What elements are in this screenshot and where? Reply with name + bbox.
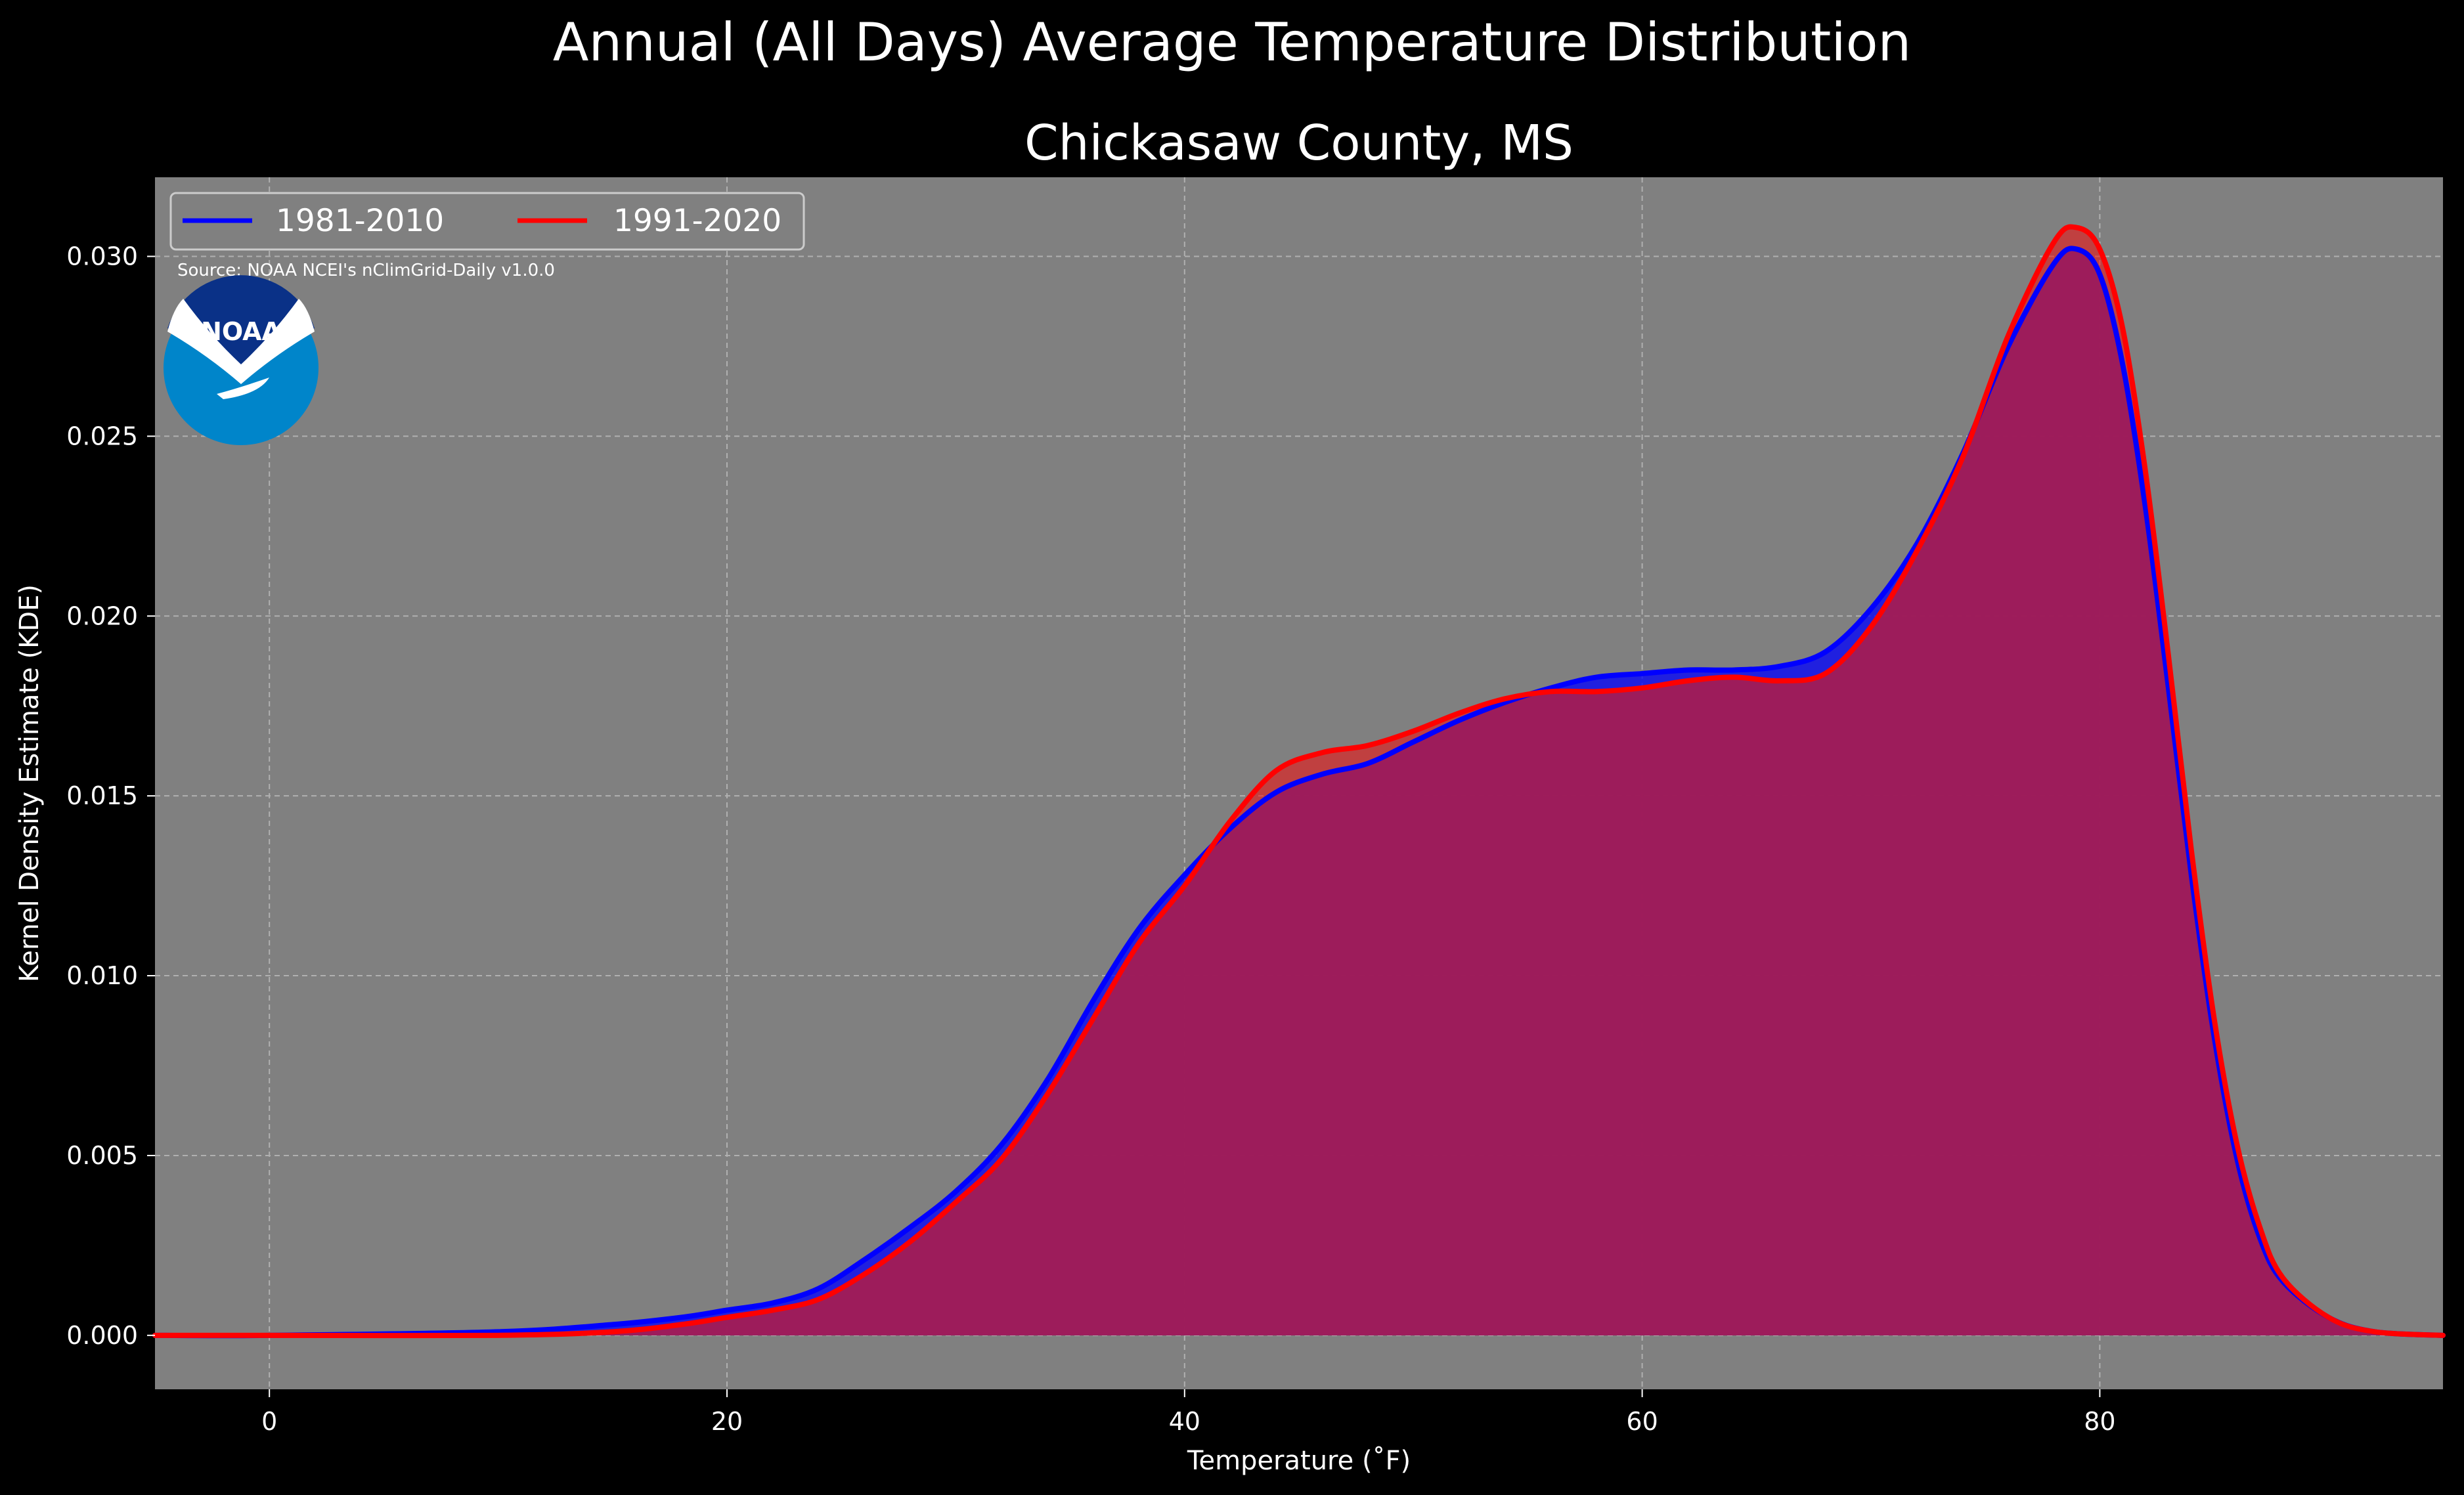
noaa-logo-top: [167, 275, 315, 381]
y-tick-label-0.005: 0.005: [66, 1141, 138, 1170]
noaa-logo-gull-tail: [217, 378, 269, 399]
y-tick-label-0.015: 0.015: [66, 781, 138, 810]
x-tick-label-80: 80: [2084, 1407, 2115, 1436]
noaa-logo: NOAA: [164, 275, 319, 445]
series-line-1991-2020: [152, 224, 2446, 1339]
y-tick-label-0.030: 0.030: [66, 242, 138, 271]
y-tick-label-0.025: 0.025: [66, 422, 138, 450]
y-axis-label: Kernel Density Estimate (KDE): [14, 584, 45, 982]
x-axis-label: Temperature (˚F): [1187, 1446, 1411, 1476]
figure-suptitle: Annual (All Days) Average Temperature Di…: [553, 12, 1911, 73]
x-tick-label-0: 0: [261, 1407, 277, 1436]
noaa-logo-text: NOAA: [201, 317, 281, 346]
y-axis-ticks: 0.000 0.005 0.010 0.015 0.020 0.025 0.030: [66, 242, 155, 1350]
legend-label-1981-2010: 1981-2010: [276, 203, 444, 239]
x-axis-ticks: 0 20 40 60 80: [261, 1389, 2116, 1436]
density-lines: [152, 224, 2446, 1339]
legend-label-1991-2020: 1991-2020: [613, 203, 781, 239]
chart-title: Chickasaw County, MS: [1024, 115, 1573, 171]
legend: 1981-2010 1991-2020: [169, 192, 805, 251]
series-line-1981-2010: [152, 246, 2446, 1339]
y-tick-label-0.010: 0.010: [66, 961, 138, 990]
legend-box: [169, 192, 805, 251]
y-tick-label-0.000: 0.000: [66, 1321, 138, 1350]
x-tick-label-20: 20: [711, 1407, 743, 1436]
x-tick-label-40: 40: [1169, 1407, 1200, 1436]
x-tick-label-60: 60: [1626, 1407, 1658, 1436]
noaa-logo-gull: [167, 299, 315, 384]
y-tick-label-0.020: 0.020: [66, 601, 138, 630]
area-fill-overlap: [155, 248, 2443, 1336]
